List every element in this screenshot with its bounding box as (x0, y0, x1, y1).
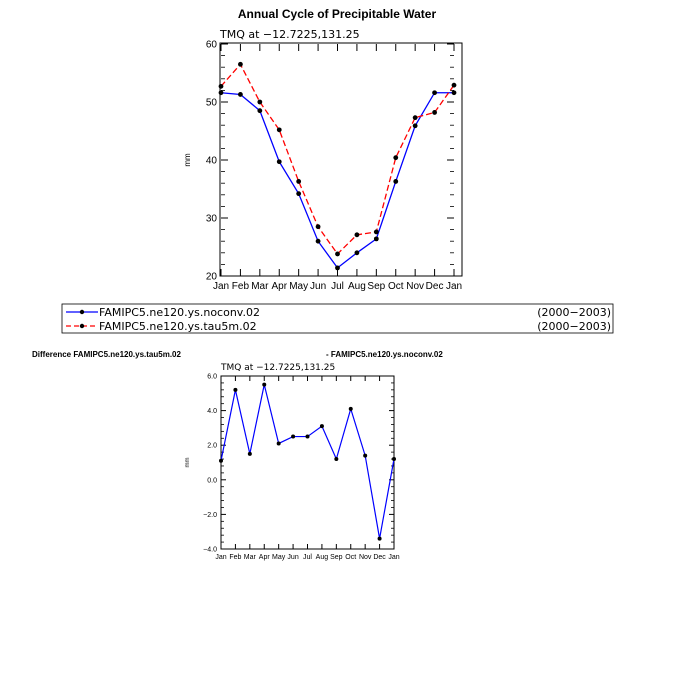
x-tick-label: Jan (213, 281, 229, 292)
data-point (373, 236, 379, 242)
x-tick-label: Nov (359, 554, 372, 561)
data-point (354, 232, 360, 238)
data-point (432, 90, 437, 96)
x-tick-label: Sep (330, 554, 343, 561)
data-point (393, 179, 399, 184)
data-point (296, 179, 302, 184)
x-tick-label: Apr (271, 281, 287, 292)
x-tick-label: Dec (373, 554, 386, 561)
legend-entry-noconv: FAMIPC5.ne120.ys.noconv.02 (2000−2003) (66, 306, 611, 319)
data-point (393, 155, 399, 161)
y-tick-label: 60 (206, 40, 218, 51)
legend-period-noconv: (2000−2003) (537, 306, 611, 319)
x-tick-label: Nov (406, 281, 424, 292)
data-point (238, 92, 243, 97)
y-tick-label: 50 (206, 98, 218, 109)
x-tick-label: Feb (232, 281, 250, 292)
data-point (238, 61, 243, 67)
data-point (233, 387, 238, 392)
y-tick-label: 20 (206, 272, 218, 283)
x-tick-label: Jan (215, 554, 226, 561)
y-tick-label: 40 (206, 156, 218, 167)
y-tick-label: 6.0 (207, 373, 217, 380)
data-point (257, 108, 263, 114)
data-point (335, 265, 340, 271)
x-tick-label: Jul (303, 554, 312, 561)
data-point (451, 90, 457, 96)
data-point (305, 434, 310, 439)
diff-subtitle: TMQ at −12.7225,131.25 (220, 363, 335, 373)
legend-label-tau5m: FAMIPC5.ne120.ys.tau5m.02 (99, 320, 257, 333)
x-tick-label: May (289, 281, 308, 292)
x-tick-label: Jan (388, 554, 399, 561)
x-tick-label: Jul (331, 281, 344, 292)
data-point (276, 441, 281, 446)
data-point (218, 83, 224, 89)
data-point (451, 82, 457, 88)
data-point (291, 434, 296, 439)
x-tick-label: Dec (426, 281, 444, 292)
data-point (315, 238, 321, 244)
data-point (219, 458, 223, 463)
y-tick-label: 0.0 (207, 477, 217, 484)
x-tick-label: Aug (348, 281, 366, 292)
x-tick-label: May (272, 554, 286, 561)
data-point (412, 123, 418, 129)
x-tick-label: Apr (259, 554, 271, 561)
x-tick-label: Sep (367, 281, 385, 292)
data-point (247, 451, 252, 456)
x-tick-label: Jun (287, 554, 298, 561)
x-tick-label: Oct (388, 281, 404, 292)
data-point (218, 90, 224, 96)
x-tick-label: Aug (316, 554, 329, 561)
plot-frame-annual-cycle (219, 42, 463, 277)
data-point (262, 382, 267, 387)
data-point (276, 159, 282, 165)
diff-title-left: Difference FAMIPC5.ne120.ys.tau5m.02 (32, 350, 182, 359)
x-tick-label: Jan (446, 281, 462, 292)
y-tick-label: −4.0 (203, 546, 217, 553)
data-point (412, 115, 418, 121)
data-point (354, 250, 360, 256)
data-point (335, 251, 340, 257)
diff-title-right: - FAMIPC5.ne120.ys.noconv.02 (326, 350, 443, 359)
data-point (319, 424, 324, 429)
x-tick-label: Jun (310, 281, 326, 292)
data-point (373, 229, 379, 235)
y-tick-label: −2.0 (203, 512, 217, 519)
data-point (257, 99, 263, 105)
series-line-0 (220, 384, 395, 539)
y-tick-label: 30 (206, 214, 218, 225)
data-point (432, 110, 437, 115)
y-tick-label: 4.0 (207, 408, 217, 415)
data-point (276, 127, 282, 133)
legend-box (61, 303, 614, 334)
y-axis-label: mm (185, 458, 191, 468)
legend-period-tau5m: (2000−2003) (537, 320, 611, 333)
x-tick-label: Feb (229, 554, 241, 561)
legend-entry-tau5m: FAMIPC5.ne120.ys.tau5m.02 (2000−2003) (66, 320, 611, 333)
chart-subtitle: TMQ at −12.7225,131.25 (219, 28, 360, 41)
x-tick-label: Mar (244, 554, 257, 561)
data-point (377, 536, 382, 541)
data-point (392, 457, 396, 462)
data-point (296, 191, 302, 197)
x-tick-label: Mar (251, 281, 269, 292)
data-point (334, 457, 339, 462)
series-line-1 (220, 63, 455, 255)
data-point (315, 224, 321, 230)
y-tick-label: 2.0 (207, 443, 217, 450)
data-point (363, 453, 368, 458)
legend-label-noconv: FAMIPC5.ne120.ys.noconv.02 (99, 306, 260, 319)
x-tick-label: Oct (345, 554, 356, 561)
data-point (348, 406, 353, 411)
plot-frame-difference (220, 375, 395, 550)
y-axis-label: mm (183, 153, 192, 167)
series-line-0 (220, 92, 454, 269)
chart-title: Annual Cycle of Precipitable Water (238, 7, 437, 21)
